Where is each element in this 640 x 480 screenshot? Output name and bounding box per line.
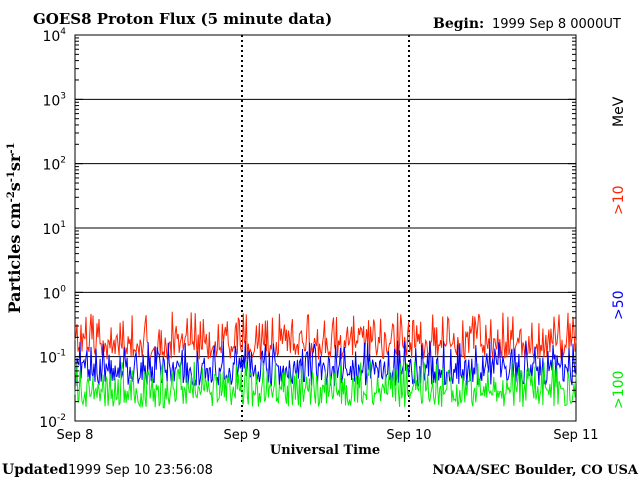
- source-credit: NOAA/SEC Boulder, CO USA: [432, 463, 639, 478]
- legend-label: >10: [611, 185, 627, 215]
- y-axis-label-sup1: -2: [6, 191, 17, 202]
- legend-unit: MeV: [611, 96, 627, 127]
- legend: >10 MeV >50 >100: [611, 96, 627, 409]
- begin-value: 1999 Sep 8 0000UT: [492, 17, 621, 32]
- day-dividers: [241, 35, 410, 421]
- y-axis-label: Particles cm-2s-1sr-1: [5, 143, 24, 314]
- x-tick-label: Sep 10: [386, 428, 431, 443]
- legend-entry: >100: [611, 371, 627, 409]
- series-line-3: [74, 360, 577, 409]
- x-tick-label: Sep 9: [224, 428, 261, 443]
- y-tick-label: 104: [42, 27, 66, 45]
- y-axis-label-main: Particles cm: [5, 202, 24, 313]
- y-tick-label: 102: [42, 156, 66, 174]
- series-layer: [74, 311, 577, 409]
- x-tick-label: Sep 8: [57, 428, 94, 443]
- series-line-1: [74, 311, 577, 361]
- legend-entry: >10 MeV: [611, 96, 627, 215]
- y-axis-label-sup3: -1: [6, 143, 17, 154]
- y-axis-label-sup2: -1: [6, 171, 17, 182]
- y-tick-label: 100: [42, 284, 66, 302]
- updated-label: Updated: [2, 462, 68, 478]
- legend-label: >50: [611, 290, 627, 320]
- y-tick-label: 10-1: [39, 349, 66, 367]
- y-tick-label: 10-2: [39, 413, 66, 431]
- x-axis-label: Universal Time: [270, 443, 380, 458]
- y-tick-marks: [75, 37, 576, 422]
- y-tick-label: 103: [42, 91, 66, 109]
- legend-entry: >50: [611, 290, 627, 320]
- chart-title: GOES8 Proton Flux (5 minute data): [33, 10, 332, 28]
- y-tick-label: 101: [42, 220, 66, 238]
- y-axis-label-sr: sr: [5, 153, 24, 171]
- begin-label: Begin:: [433, 16, 484, 32]
- plot-area: [74, 34, 577, 422]
- y-axis-label-s: s: [5, 182, 24, 191]
- y-tick-labels: 104 103 102 101 100 10-1 10-2: [39, 27, 66, 431]
- updated-value: 1999 Sep 10 23:56:08: [68, 463, 213, 478]
- legend-label: >100: [611, 371, 627, 409]
- gridlines: [75, 98, 576, 358]
- x-tick-label: Sep 11: [553, 428, 598, 443]
- x-tick-labels: Sep 8 Sep 9 Sep 10 Sep 11: [57, 428, 599, 443]
